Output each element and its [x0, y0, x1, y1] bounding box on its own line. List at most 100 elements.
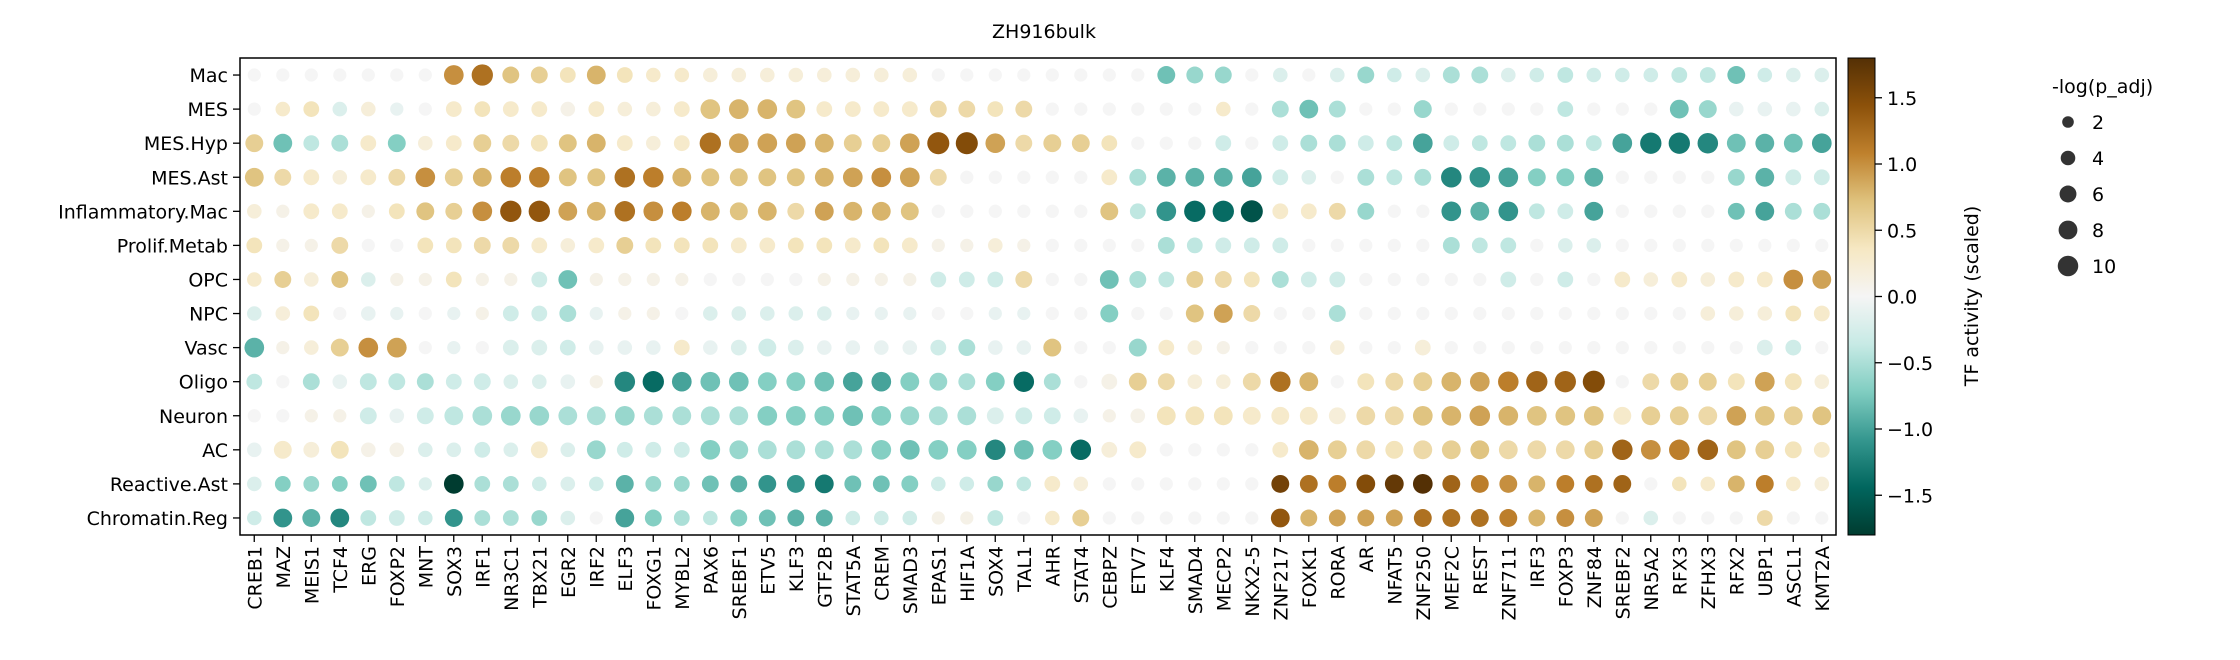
y-tick-label: Reactive.Ast: [110, 474, 228, 496]
dot: [1387, 102, 1401, 116]
dot: [1754, 371, 1775, 392]
dot: [759, 237, 776, 254]
dot: [1555, 405, 1576, 426]
dot: [1701, 340, 1715, 355]
dot: [815, 509, 833, 527]
dot: [1387, 306, 1401, 321]
dot: [1814, 374, 1830, 390]
dot: [474, 101, 491, 117]
dot: [359, 475, 377, 493]
dot: [530, 66, 548, 84]
dot: [361, 272, 376, 287]
size-legend-label: 4: [2092, 148, 2104, 170]
dot: [273, 133, 293, 153]
dot: [785, 133, 806, 154]
dot: [586, 406, 606, 426]
x-tick-label: ASCL1: [1783, 546, 1805, 607]
dot: [1557, 101, 1574, 117]
dot: [560, 476, 576, 492]
dot: [1099, 270, 1119, 289]
dot: [1784, 373, 1802, 391]
size-legend: 2 4 6 8 10: [2057, 112, 2116, 278]
dot: [1416, 238, 1430, 253]
dot: [701, 168, 720, 187]
dot: [1727, 66, 1746, 84]
dot: [1442, 236, 1460, 254]
dot: [902, 340, 918, 355]
dot: [1672, 204, 1686, 218]
dot: [1188, 102, 1202, 116]
size-legend-dot: [2058, 220, 2078, 240]
dot: [531, 339, 548, 356]
dot: [1329, 271, 1346, 288]
dot: [1727, 168, 1745, 186]
dot: [703, 510, 718, 526]
dot: [531, 305, 548, 322]
dot: [1271, 100, 1289, 118]
dot: [842, 405, 864, 427]
dot: [646, 306, 660, 321]
dot: [416, 407, 434, 425]
y-tick-label: OPC: [188, 269, 228, 291]
colorbar-tick-label: −1.5: [1887, 485, 1933, 507]
dot: [1129, 168, 1147, 186]
dot: [1359, 272, 1373, 287]
dot: [589, 375, 603, 389]
dot: [473, 236, 491, 254]
x-tick-label: ETV7: [1128, 546, 1150, 595]
dot: [531, 101, 548, 117]
colorbar-ticks: 1.5 1.0 0.5 0.0 −0.5 −1.0 −1.5: [1875, 88, 1933, 507]
dot: [931, 68, 945, 82]
dot: [1017, 511, 1031, 525]
dot: [1729, 340, 1743, 355]
dot: [1185, 167, 1205, 187]
x-tick-label: IRF3: [1527, 546, 1549, 588]
dot: [1328, 202, 1346, 220]
x-tick-label: CEBPZ: [1099, 546, 1121, 609]
dot: [1043, 338, 1062, 357]
dot: [960, 511, 974, 525]
dot: [901, 101, 918, 117]
dot: [1556, 474, 1575, 493]
dot: [787, 509, 805, 527]
dot: [1071, 134, 1090, 153]
dot: [700, 99, 721, 119]
dot: [1045, 510, 1060, 526]
dot: [1387, 204, 1401, 218]
dot: [1613, 474, 1632, 493]
dot: [1699, 67, 1716, 83]
dot: [559, 67, 576, 83]
dot: [333, 68, 347, 82]
dot: [930, 271, 947, 288]
dot: [1270, 371, 1291, 392]
dot: [331, 134, 349, 152]
dot: [303, 135, 320, 152]
dot: [1330, 375, 1344, 389]
y-tick-label: NPC: [189, 304, 228, 326]
dot: [1159, 136, 1173, 150]
x-tick-label: REST: [1470, 546, 1492, 595]
dot: [1528, 203, 1545, 220]
dot: [1100, 304, 1119, 323]
dot: [1129, 203, 1146, 220]
dot: [502, 339, 519, 356]
dot: [1186, 237, 1203, 254]
x-tick-label: NFAT5: [1384, 546, 1406, 605]
dot: [500, 200, 522, 222]
dot: [531, 237, 548, 254]
dot: [1813, 202, 1831, 220]
dot: [1500, 135, 1517, 152]
dot: [1328, 509, 1346, 527]
dot: [1300, 271, 1317, 288]
dot: [1013, 371, 1035, 392]
dot: [418, 102, 432, 116]
dot: [1471, 237, 1488, 254]
x-tick-label: AR: [1356, 546, 1378, 572]
dot: [276, 238, 290, 253]
dot: [246, 237, 263, 254]
dot: [1755, 474, 1774, 493]
dot: [1811, 133, 1832, 154]
dot: [1159, 306, 1173, 321]
dot: [247, 102, 261, 116]
dot: [617, 101, 633, 117]
